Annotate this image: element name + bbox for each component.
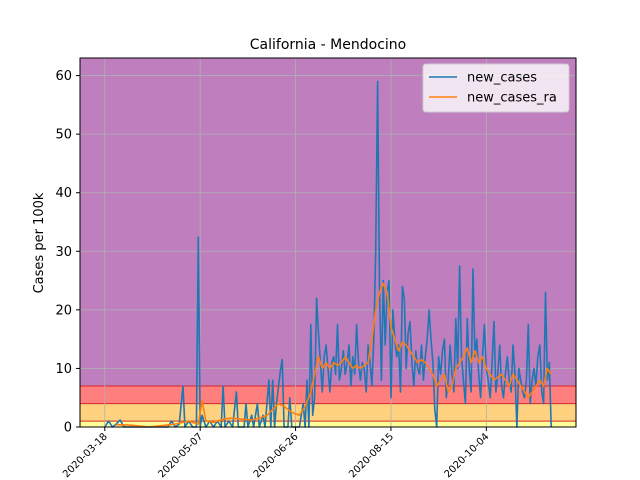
legend-label: new_cases bbox=[467, 71, 537, 86]
y-tick-label: 60 bbox=[55, 69, 72, 84]
plot-frame bbox=[79, 57, 577, 428]
y-tick-label: 0 bbox=[64, 421, 72, 436]
legend-label: new_cases_ra bbox=[467, 91, 557, 106]
y-tick-label: 30 bbox=[55, 245, 72, 260]
x-tick-label: 2020-03-18 bbox=[61, 431, 110, 480]
y-tick-label: 10 bbox=[55, 362, 72, 377]
band-0 bbox=[80, 421, 576, 427]
x-tick-label: 2020-05-07 bbox=[156, 431, 205, 480]
x-tick-label: 2020-06-26 bbox=[252, 431, 301, 480]
band-1 bbox=[80, 403, 576, 422]
legend: new_cases new_cases_ra bbox=[422, 63, 570, 113]
legend-box bbox=[422, 63, 570, 113]
chart-title: California - Mendocino bbox=[250, 37, 406, 53]
series-lines bbox=[104, 80, 552, 428]
y-axis: 0 10 20 30 40 50 60 bbox=[55, 69, 80, 436]
y-axis-label: Cases per 100k bbox=[32, 192, 47, 293]
y-tick-label: 50 bbox=[55, 128, 72, 143]
x-tick-label: 2020-10-04 bbox=[443, 431, 492, 480]
y-tick-label: 20 bbox=[55, 303, 72, 318]
series-line-new_cases_ra bbox=[116, 282, 552, 428]
x-tick-label: 2020-08-15 bbox=[347, 431, 396, 480]
y-tick-label: 40 bbox=[55, 186, 72, 201]
x-axis: 2020-03-18 2020-05-07 2020-06-26 2020-08-15… bbox=[61, 427, 491, 480]
band-2 bbox=[80, 386, 576, 404]
